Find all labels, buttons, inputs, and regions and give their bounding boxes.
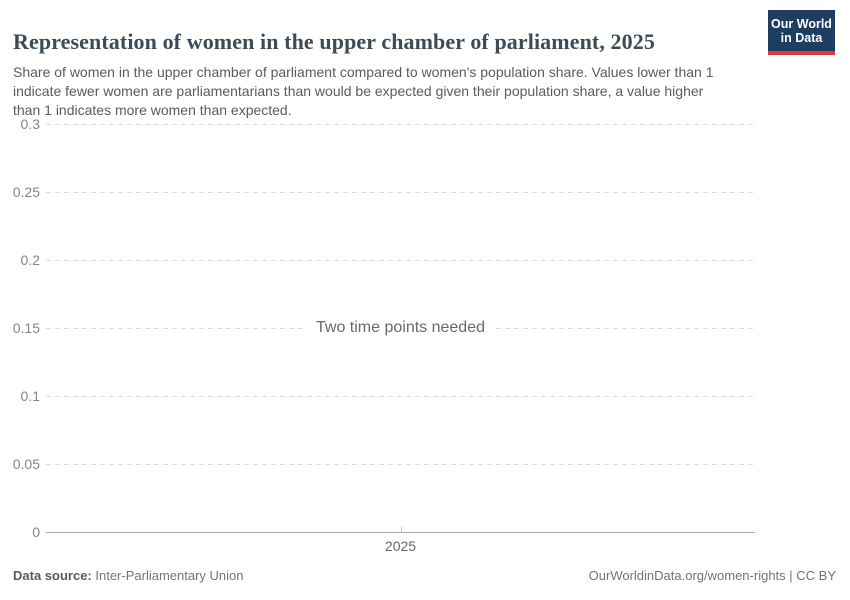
data-source-label: Data source: (13, 568, 92, 583)
x-axis-line (46, 532, 755, 533)
gridline (46, 192, 755, 193)
chart-footer: Data source: Inter-Parliamentary Union O… (13, 568, 836, 583)
owid-attribution-link[interactable]: OurWorldinData.org/women-rights | CC BY (588, 568, 836, 583)
empty-data-message: Two time points needed (306, 318, 495, 338)
x-tick-mark (400, 527, 402, 532)
data-source: Data source: Inter-Parliamentary Union (13, 568, 244, 583)
y-tick-label: 0.3 (20, 116, 40, 132)
gridline (46, 260, 755, 261)
y-tick-label: 0.15 (12, 320, 40, 336)
y-tick-label: 0 (32, 524, 40, 540)
y-tick-label: 0.1 (20, 388, 40, 404)
x-tick-label: 2025 (384, 538, 417, 554)
y-tick-label: 0.25 (12, 184, 40, 200)
owid-logo[interactable]: Our World in Data (768, 10, 835, 55)
logo-line-1: Our World (771, 17, 832, 31)
logo-line-2: in Data (780, 31, 823, 45)
gridline (46, 464, 755, 465)
data-source-value: Inter-Parliamentary Union (95, 568, 244, 583)
gridline (46, 124, 755, 125)
gridline (46, 396, 755, 397)
y-tick-label: 0.2 (20, 252, 40, 268)
chart-subtitle: Share of women in the upper chamber of p… (13, 64, 714, 118)
chart-title: Representation of women in the upper cha… (13, 28, 655, 54)
y-tick-label: 0.05 (12, 456, 40, 472)
